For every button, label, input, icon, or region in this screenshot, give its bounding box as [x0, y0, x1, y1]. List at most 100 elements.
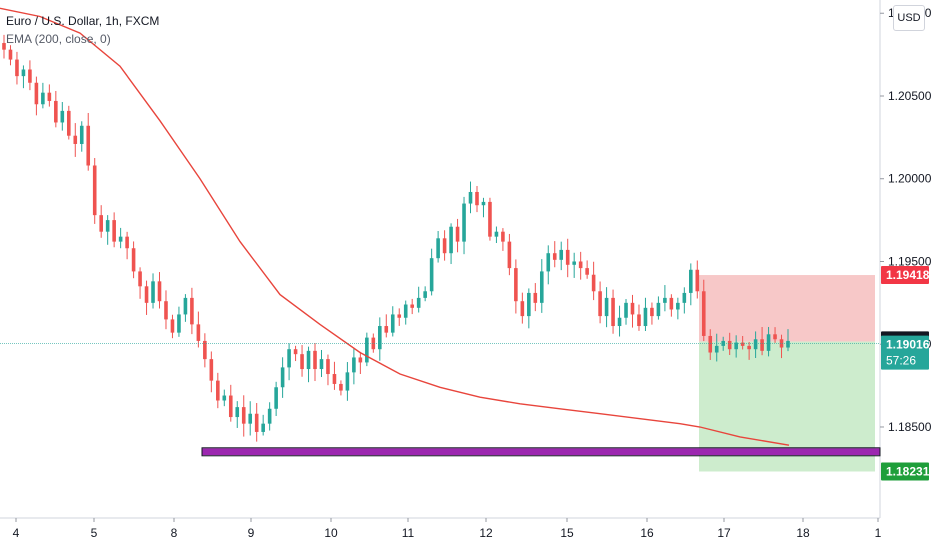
candle-body — [34, 82, 39, 105]
chart-legend: Euro / U.S. Dollar, 1h, FXCM EMA (200, c… — [6, 12, 159, 48]
candle-body — [287, 349, 291, 368]
candle-body — [578, 261, 583, 269]
candle-body — [112, 220, 116, 242]
candle-body — [313, 350, 317, 370]
candle-body — [689, 269, 693, 293]
candle-body — [773, 334, 777, 340]
candle-body — [151, 281, 155, 303]
price-tick-label: 1.20000 — [888, 172, 932, 186]
candle-body — [676, 302, 680, 310]
candle-body — [488, 201, 492, 237]
price-tick-label: 1.18500 — [888, 420, 932, 434]
candle-body — [280, 367, 285, 388]
candle-body — [520, 301, 525, 317]
symbol-title[interactable]: Euro / U.S. Dollar, 1h, FXCM — [6, 14, 160, 28]
time-tick-label: 16 — [640, 526, 654, 540]
candle-body — [326, 359, 330, 375]
candle-body — [131, 248, 136, 272]
candle-body — [293, 349, 298, 355]
candle-body — [339, 383, 343, 391]
candle-body — [216, 380, 220, 401]
candle-body — [365, 337, 369, 363]
candlestick-series — [2, 34, 790, 442]
candle-body — [319, 359, 324, 370]
candle-body — [514, 268, 518, 302]
candle-body — [753, 339, 758, 350]
candle-body — [8, 49, 13, 60]
currency-button[interactable]: USD — [893, 5, 925, 31]
price-tick-label: 1.19500 — [888, 254, 932, 268]
stop-loss-zone[interactable] — [699, 275, 875, 342]
candle-body — [559, 249, 564, 260]
time-tick-label: 9 — [248, 526, 255, 540]
candle-body — [734, 342, 738, 350]
candle-body — [138, 271, 142, 287]
candle-body — [209, 359, 214, 381]
candle-body — [727, 340, 732, 350]
current-price-tag[interactable] — [881, 335, 929, 370]
candle-body — [611, 297, 615, 327]
candle-body — [274, 387, 278, 409]
candle-body — [371, 337, 376, 350]
candle-body — [92, 165, 97, 216]
candle-body — [267, 408, 272, 424]
candle-body — [650, 307, 654, 317]
candle-body — [86, 125, 91, 166]
candle-body — [21, 69, 26, 77]
candle-body — [157, 281, 162, 302]
position-zones — [699, 275, 875, 472]
candle-body — [125, 236, 129, 249]
candle-body — [721, 340, 726, 346]
candle-body — [228, 395, 233, 418]
candle-body — [423, 291, 427, 298]
target-price-tag[interactable] — [881, 462, 929, 481]
time-tick-label: 17 — [717, 526, 731, 540]
candle-body — [73, 135, 78, 144]
candle-body — [358, 357, 363, 363]
candle-body — [624, 302, 628, 318]
ema-200-line — [0, 7, 790, 446]
time-tick-label: 5 — [91, 526, 98, 540]
candle-body — [507, 241, 512, 269]
candle-body — [429, 258, 434, 292]
candle-body — [2, 43, 6, 50]
candle-body — [494, 231, 499, 237]
candle-body — [714, 345, 719, 353]
candle-body — [708, 335, 713, 353]
candle-body — [701, 291, 706, 336]
time-tick-label: 12 — [479, 526, 493, 540]
candle-body — [254, 413, 259, 432]
candle-body — [572, 261, 576, 265]
candle-body — [533, 292, 538, 303]
candle-body — [410, 304, 414, 308]
indicator-label[interactable]: EMA (200, close, 0) — [6, 32, 111, 46]
candle-body — [539, 271, 544, 303]
price-axis: 1.185001.190001.195001.200001.205001.210… — [880, 6, 932, 434]
stop-price-tag[interactable] — [881, 266, 929, 285]
candle-body — [475, 191, 479, 206]
candle-body — [527, 292, 531, 317]
candle-body — [41, 92, 45, 105]
candle-body — [79, 125, 84, 144]
candle-body — [598, 291, 602, 317]
candle-body — [585, 268, 589, 275]
time-tick-label: 18 — [796, 526, 810, 540]
candle-body — [449, 226, 453, 254]
candle-body — [442, 238, 447, 254]
candle-body — [436, 238, 440, 259]
target-price-tag-text: 1.18231 — [886, 464, 930, 478]
candle-body — [203, 340, 207, 360]
candle-body — [170, 319, 175, 333]
candle-body — [397, 314, 402, 318]
candle-body — [60, 110, 65, 123]
candle-body — [378, 326, 382, 350]
candle-body — [546, 253, 551, 272]
time-tick-label: 1 — [875, 526, 882, 540]
candle-body — [501, 231, 505, 242]
candle-body — [604, 297, 609, 317]
candle-body — [261, 423, 265, 432]
stop-price-tag-text: 1.19418 — [886, 268, 930, 282]
candle-body — [643, 307, 648, 327]
candle-body — [779, 339, 784, 348]
